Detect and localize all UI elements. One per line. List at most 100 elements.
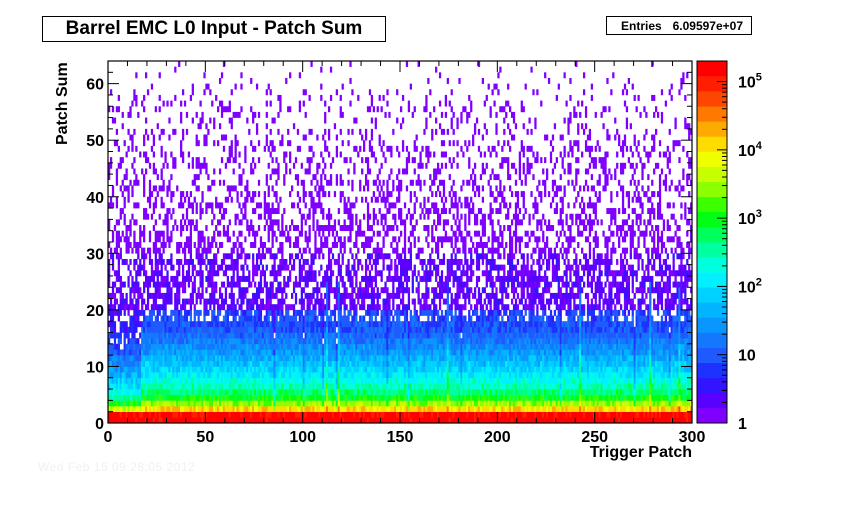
heatmap-cell	[294, 394, 298, 401]
heatmap-cell	[310, 355, 313, 362]
heatmap-cell	[183, 258, 187, 265]
heatmap-cell	[306, 157, 309, 164]
heatmap-cell	[178, 332, 181, 339]
heatmap-cell	[127, 372, 130, 379]
heatmap-cell	[355, 389, 358, 396]
heatmap-cell	[162, 309, 165, 316]
heatmap-cell	[152, 332, 156, 339]
heatmap-cell	[240, 377, 243, 384]
heatmap-cell	[133, 309, 136, 316]
heatmap-cell	[326, 377, 329, 384]
heatmap-cell	[259, 411, 263, 418]
heatmap-cell	[388, 366, 391, 373]
heatmap-cell	[201, 196, 204, 203]
heatmap-cell	[320, 366, 323, 373]
heatmap-cell	[257, 111, 261, 118]
heatmap-cell	[304, 349, 307, 356]
heatmap-cell	[135, 219, 138, 226]
heatmap-cell	[316, 338, 319, 345]
heatmap-cell	[250, 389, 253, 396]
heatmap-cell	[191, 332, 194, 339]
heatmap-cell	[269, 225, 272, 231]
heatmap-cell	[312, 360, 315, 367]
heatmap-cell	[259, 275, 263, 282]
heatmap-cell	[143, 213, 146, 220]
heatmap-cell	[162, 372, 165, 379]
heatmap-cell	[292, 400, 296, 407]
heatmap-cell	[320, 400, 323, 407]
heatmap-cell	[390, 309, 393, 316]
heatmap-cell	[384, 360, 387, 367]
heatmap-cell	[347, 258, 350, 265]
heatmap-cell	[318, 326, 321, 333]
heatmap-cell	[326, 338, 329, 345]
heatmap-cell	[152, 247, 156, 254]
heatmap-cell	[388, 253, 391, 260]
heatmap-cell	[339, 417, 342, 424]
heatmap-cell	[144, 281, 148, 288]
heatmap-cell	[353, 242, 356, 248]
heatmap-cell	[217, 247, 220, 254]
heatmap-cell	[205, 298, 208, 305]
heatmap-cell	[302, 394, 305, 401]
heatmap-cell	[357, 389, 360, 396]
heatmap-cell	[189, 219, 193, 226]
heatmap-cell	[376, 349, 379, 356]
heatmap-cell	[252, 417, 255, 424]
heatmap-cell	[259, 400, 263, 407]
heatmap-cell	[164, 298, 167, 305]
heatmap-cell	[232, 360, 235, 367]
heatmap-cell	[324, 242, 327, 248]
heatmap-cell	[144, 377, 148, 384]
heatmap-cell	[230, 411, 233, 418]
heatmap-cell	[166, 162, 169, 169]
heatmap-cell	[185, 213, 189, 220]
heatmap-cell	[123, 338, 126, 345]
heatmap-cell	[366, 168, 370, 175]
heatmap-cell	[254, 411, 257, 418]
heatmap-cell	[168, 338, 171, 345]
heatmap-cell	[205, 287, 208, 294]
heatmap-cell	[316, 219, 319, 226]
heatmap-cell	[263, 281, 266, 288]
heatmap-cell	[257, 264, 261, 271]
heatmap-cell	[143, 134, 146, 141]
heatmap-cell	[308, 230, 311, 237]
heatmap-cell	[148, 281, 152, 288]
heatmap-cell	[366, 321, 370, 328]
heatmap-cell	[316, 315, 319, 322]
heatmap-cell	[232, 264, 235, 271]
heatmap-cell	[203, 343, 206, 350]
heatmap-cell	[370, 281, 374, 288]
heatmap-cell	[294, 349, 298, 356]
heatmap-cell	[308, 162, 311, 169]
heatmap-cell	[351, 383, 354, 390]
heatmap-cell	[164, 372, 167, 379]
heatmap-cell	[335, 321, 339, 328]
heatmap-cell	[220, 372, 224, 379]
heatmap-cell	[326, 411, 329, 418]
heatmap-cell	[205, 411, 208, 418]
heatmap-cell	[339, 389, 342, 396]
heatmap-cell	[384, 406, 387, 412]
heatmap-cell	[201, 258, 204, 265]
heatmap-cell	[199, 123, 202, 130]
heatmap-cell	[279, 406, 282, 412]
heatmap-cell	[341, 366, 344, 373]
heatmap-cell	[158, 304, 161, 311]
heatmap-cell	[238, 219, 241, 226]
heatmap-cell	[254, 321, 257, 328]
heatmap-cell	[174, 309, 177, 316]
heatmap-cell	[300, 225, 303, 231]
heatmap-cell	[135, 417, 138, 424]
heatmap-cell	[183, 309, 187, 316]
heatmap-cell	[372, 332, 375, 339]
heatmap-cell	[394, 411, 397, 418]
heatmap-cell	[339, 111, 342, 118]
heatmap-cell	[129, 411, 132, 418]
heatmap-cell	[372, 389, 375, 396]
heatmap-cell	[150, 360, 154, 367]
heatmap-cell	[238, 394, 241, 401]
heatmap-cell	[322, 230, 325, 237]
